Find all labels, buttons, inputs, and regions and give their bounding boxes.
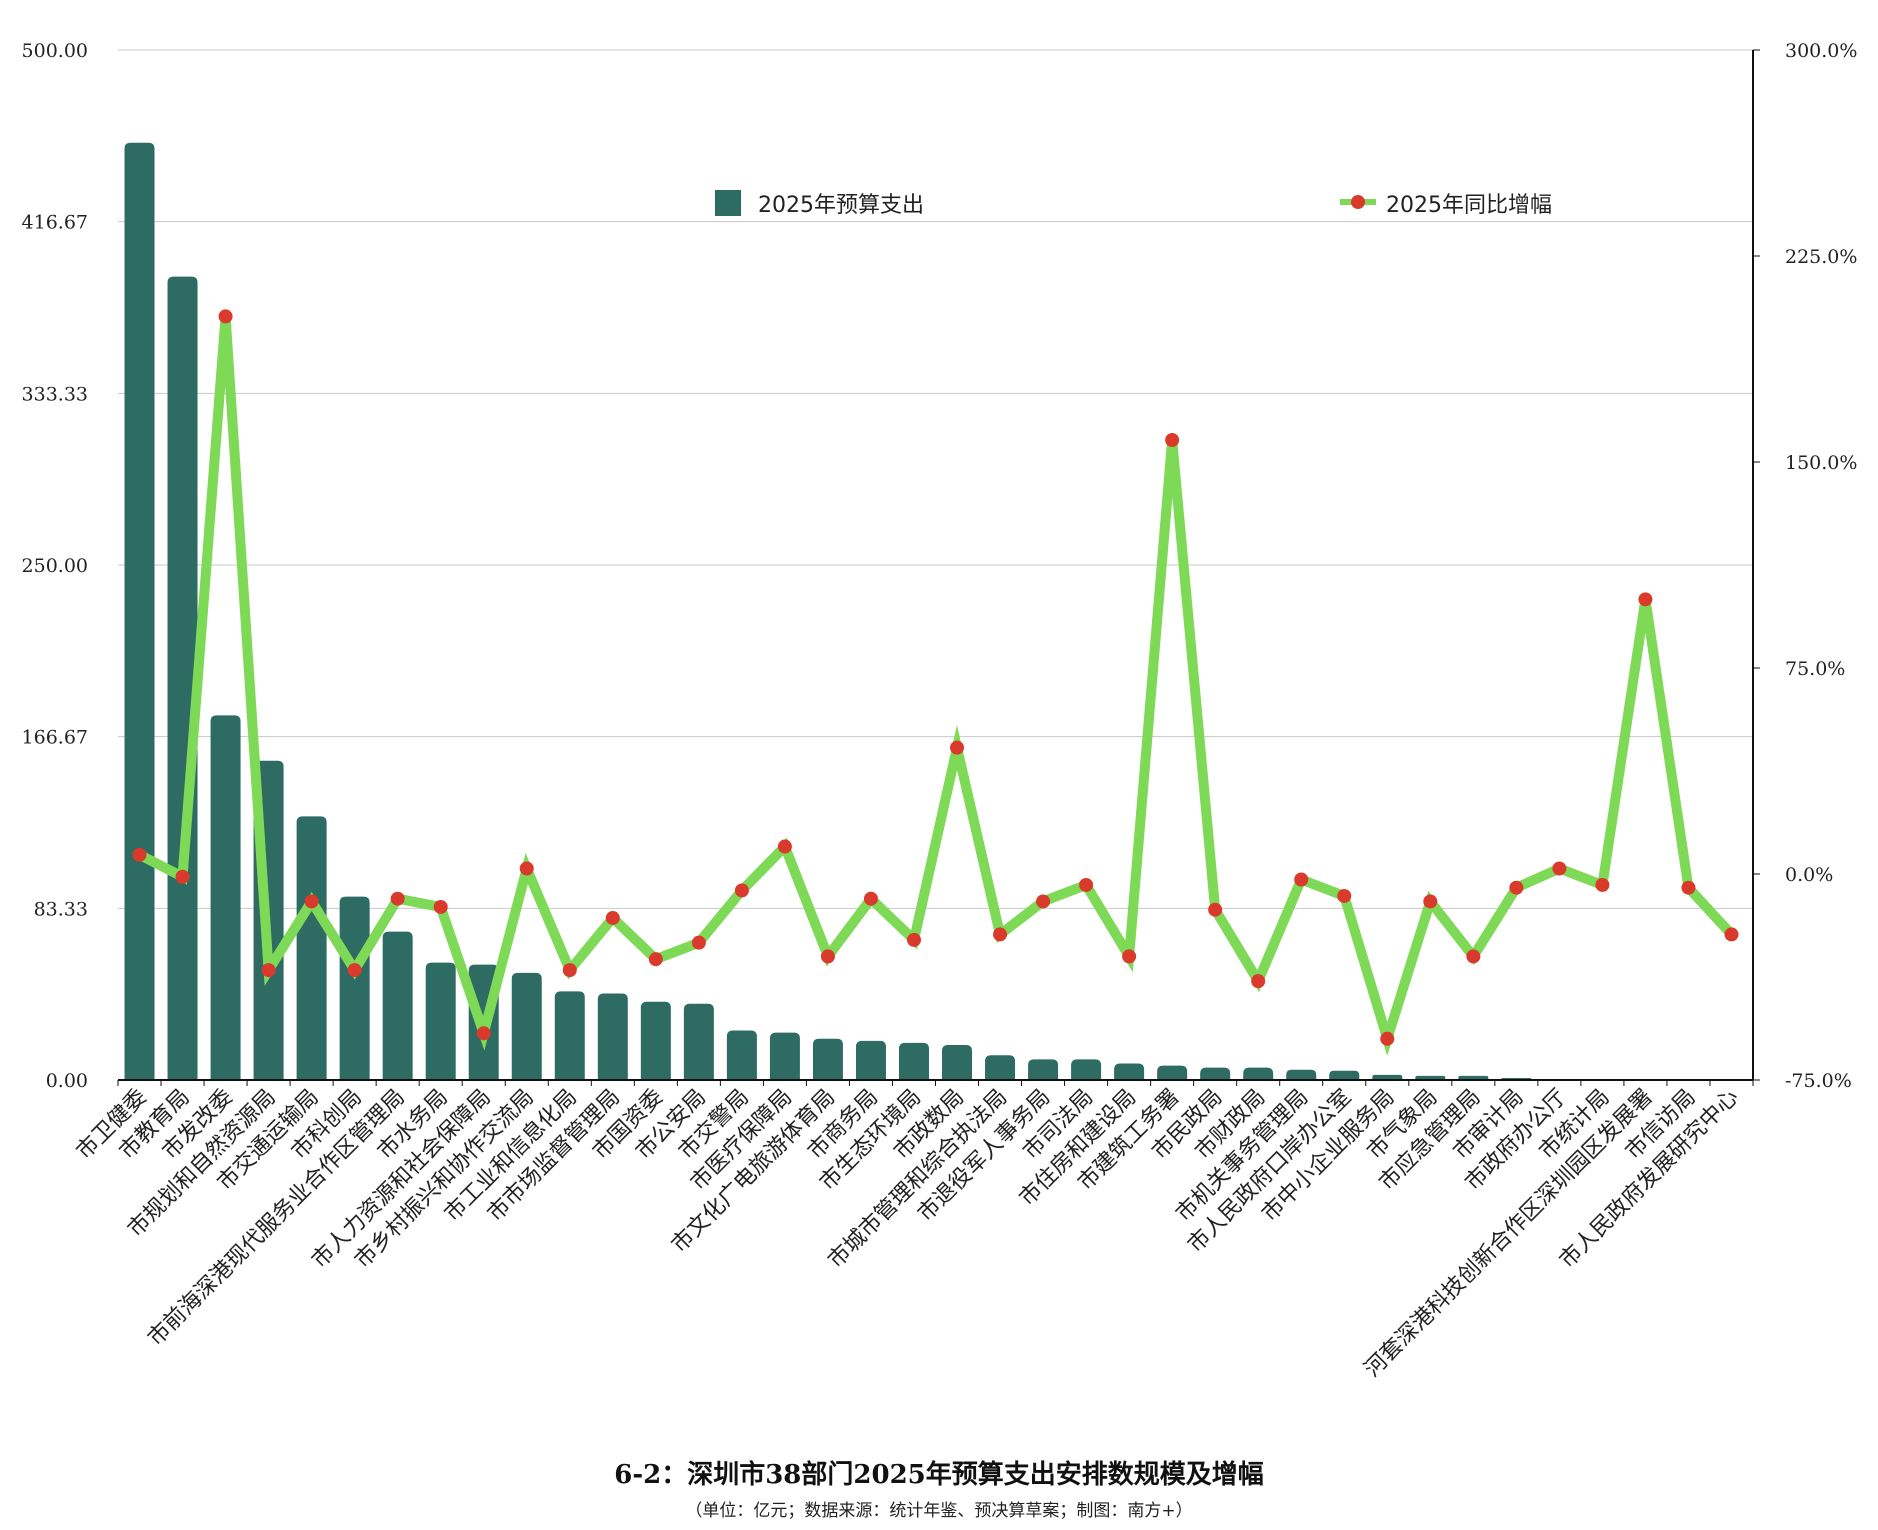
growth-point	[1122, 949, 1137, 964]
bar	[942, 1044, 973, 1080]
legend-bar-label: 2025年预算支出	[758, 193, 924, 218]
growth-point	[1595, 877, 1610, 892]
growth-point	[820, 949, 835, 964]
category-labels: 市卫健委市教育局市发改委市规划和自然资源局市交通运输局市科创局市前海深港现代服务…	[72, 1085, 1744, 1383]
growth-point	[1380, 1031, 1395, 1046]
bar	[210, 715, 241, 1080]
right-tick-label: 150.0%	[1785, 452, 1857, 474]
bar	[1200, 1067, 1231, 1080]
growth-point	[1294, 872, 1309, 887]
legend-line-marker	[1351, 195, 1365, 209]
growth-point	[1165, 433, 1180, 448]
bar	[296, 816, 327, 1080]
bar	[640, 1001, 671, 1080]
bar	[683, 1003, 714, 1080]
bar	[812, 1038, 843, 1080]
growth-point	[906, 932, 921, 947]
bar	[554, 991, 585, 1080]
gridlines	[118, 49, 1753, 909]
axes	[117, 49, 1760, 1086]
growth-point	[605, 910, 620, 925]
growth-point	[304, 894, 319, 909]
left-tick-label: 166.67	[22, 727, 88, 749]
growth-point	[1638, 592, 1653, 607]
chart-subtitle: （单位：亿元；数据来源：统计年鉴、预决算草案；制图：南方+）	[685, 1501, 1193, 1521]
growth-point	[519, 861, 534, 876]
growth-line	[137, 316, 1736, 1056]
right-tick-label: 225.0%	[1785, 246, 1857, 268]
growth-point	[261, 963, 276, 978]
legend-bar-swatch	[715, 190, 741, 216]
bar	[1028, 1059, 1059, 1080]
bar	[425, 962, 456, 1080]
left-tick-label: 416.67	[22, 212, 88, 234]
growth-point	[777, 839, 792, 854]
bar	[855, 1040, 886, 1080]
growth-point	[648, 952, 663, 967]
bar	[1157, 1065, 1188, 1080]
growth-point	[1036, 894, 1051, 909]
combo-chart: 0.0083.33166.67250.00333.33416.67500.00 …	[22, 40, 1858, 1383]
bar	[1243, 1067, 1274, 1080]
growth-point	[1552, 861, 1567, 876]
chart-title: 6-2：深圳市38部门2025年预算支出安排数规模及增幅	[614, 1460, 1264, 1490]
bar	[726, 1030, 757, 1080]
right-tick-label: 300.0%	[1785, 40, 1857, 62]
bar	[1372, 1074, 1403, 1080]
growth-point	[218, 309, 233, 324]
growth-point	[1423, 894, 1438, 909]
left-tick-label: 250.00	[22, 555, 88, 577]
growth-point	[1208, 902, 1223, 917]
left-tick-label: 0.00	[46, 1070, 88, 1092]
line-series	[132, 309, 1739, 1056]
bar	[1329, 1070, 1360, 1080]
right-tick-label: 75.0%	[1785, 658, 1845, 680]
growth-point	[1251, 974, 1266, 989]
bar	[339, 896, 370, 1080]
legend: 2025年预算支出 2025年同比增幅	[715, 190, 1552, 218]
right-tick-label: 0.0%	[1785, 864, 1833, 886]
bar	[1458, 1075, 1489, 1080]
growth-point	[347, 963, 362, 978]
growth-point	[1681, 880, 1696, 895]
bar	[511, 972, 542, 1080]
growth-point	[1509, 880, 1524, 895]
bar	[124, 142, 155, 1080]
growth-point	[1466, 949, 1481, 964]
growth-point	[175, 869, 190, 884]
bar	[985, 1055, 1016, 1080]
bar	[769, 1032, 800, 1080]
growth-point	[734, 883, 749, 898]
left-tick-label: 500.00	[22, 40, 88, 62]
bar	[1071, 1059, 1102, 1080]
bar	[1286, 1069, 1317, 1080]
growth-point	[132, 847, 147, 862]
growth-point	[863, 891, 878, 906]
left-axis-ticks: 0.00 83.33 166.67 250.00 333.33 416.67 500.00	[22, 40, 88, 1092]
growth-point	[950, 740, 965, 755]
growth-point	[691, 935, 706, 950]
growth-point	[1079, 877, 1094, 892]
bar	[597, 993, 628, 1080]
right-axis-ticks: -75.0% 0.0% 75.0% 150.0% 225.0% 300.0%	[1785, 40, 1857, 1092]
growth-point	[1724, 927, 1739, 942]
growth-point	[1337, 888, 1352, 903]
growth-point	[390, 891, 405, 906]
left-tick-label: 333.33	[22, 383, 88, 405]
bar	[898, 1042, 929, 1080]
growth-point	[993, 927, 1008, 942]
bar	[1114, 1063, 1145, 1080]
growth-point	[433, 899, 448, 914]
legend-line-label: 2025年同比增幅	[1386, 193, 1552, 218]
bar	[382, 931, 413, 1080]
right-tick-label: -75.0%	[1785, 1070, 1852, 1092]
growth-point	[562, 963, 577, 978]
growth-point	[476, 1026, 491, 1041]
bar	[1415, 1075, 1446, 1080]
left-tick-label: 83.33	[34, 898, 88, 920]
bar	[167, 276, 198, 1081]
